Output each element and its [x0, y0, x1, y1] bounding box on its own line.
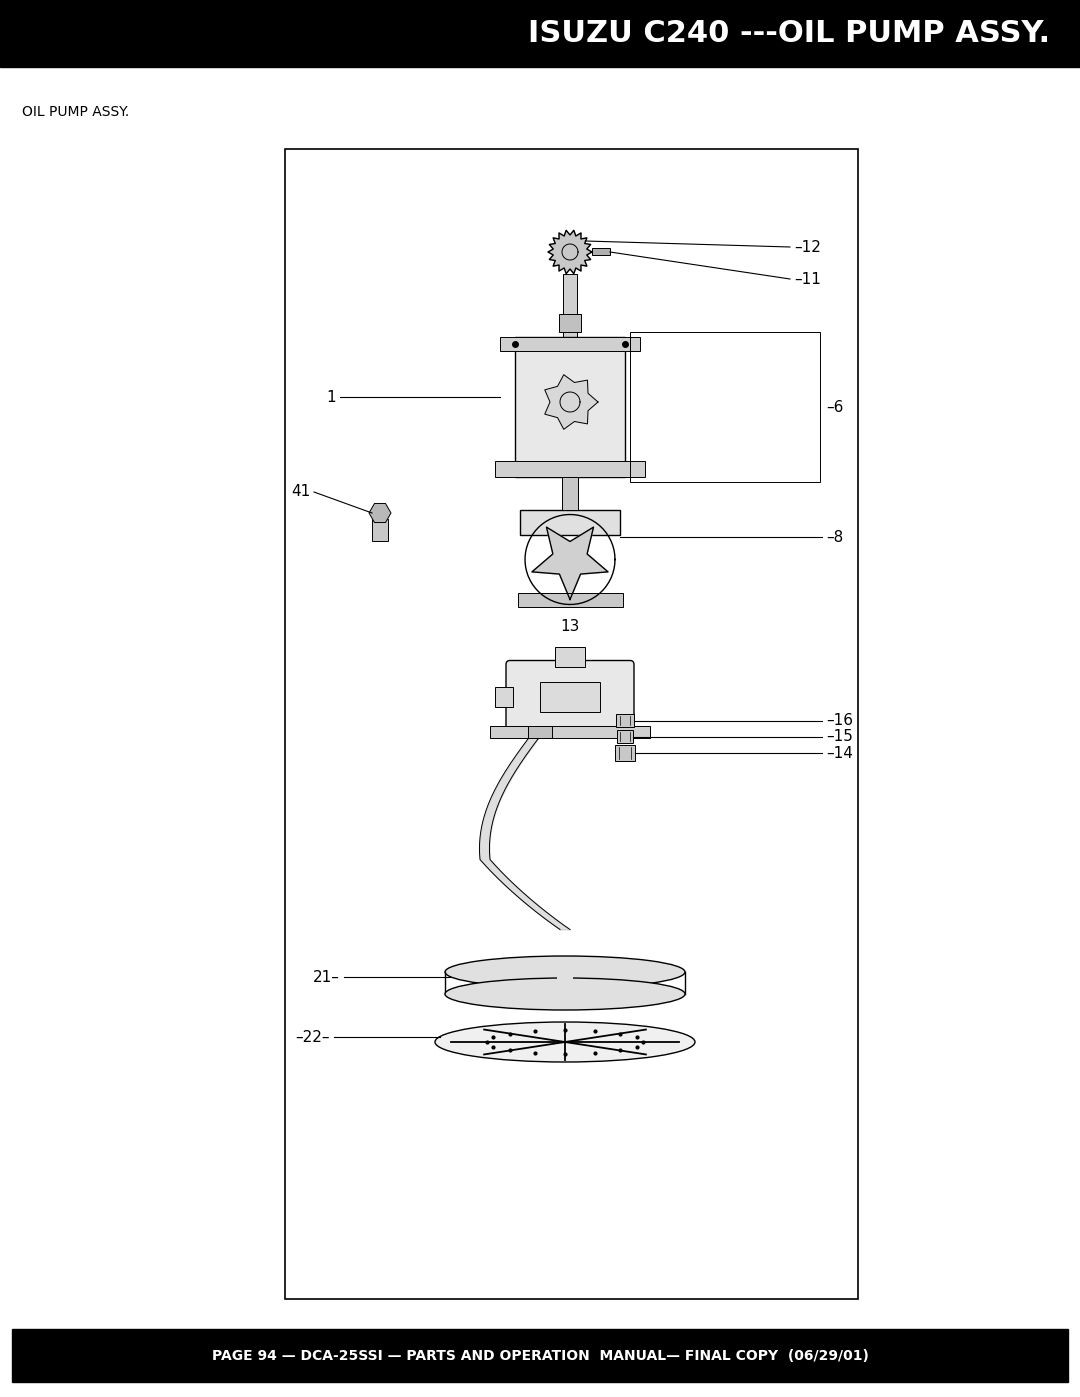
- Text: ISUZU C240 ---OIL PUMP ASSY.: ISUZU C240 ---OIL PUMP ASSY.: [528, 20, 1050, 47]
- Text: 41: 41: [291, 485, 310, 500]
- Text: –22–: –22–: [296, 1030, 330, 1045]
- Bar: [495, 687, 513, 707]
- Bar: [557, 967, 573, 995]
- Text: –6: –6: [826, 400, 843, 415]
- Bar: [519, 510, 620, 535]
- Bar: [515, 337, 625, 476]
- Bar: [630, 332, 820, 482]
- Ellipse shape: [445, 956, 685, 988]
- Bar: [500, 337, 640, 351]
- Bar: [592, 249, 610, 256]
- Bar: [372, 520, 388, 541]
- Bar: [616, 714, 634, 726]
- Bar: [490, 725, 650, 738]
- Bar: [540, 682, 600, 712]
- Bar: [559, 314, 581, 332]
- Text: –12: –12: [794, 239, 821, 254]
- Text: 21–: 21–: [313, 970, 340, 985]
- Bar: [517, 592, 622, 606]
- Text: –16: –16: [826, 712, 853, 728]
- Text: OIL PUMP ASSY.: OIL PUMP ASSY.: [22, 105, 130, 119]
- Polygon shape: [548, 231, 592, 274]
- Bar: [12, 1329, 1068, 1382]
- Text: –14: –14: [826, 746, 853, 760]
- FancyBboxPatch shape: [507, 661, 634, 733]
- Ellipse shape: [435, 1023, 696, 1062]
- Bar: [617, 731, 633, 743]
- Bar: [615, 745, 635, 761]
- Bar: [555, 647, 585, 666]
- Text: –8: –8: [826, 529, 843, 545]
- Text: 1: 1: [326, 390, 336, 405]
- Bar: [0, 0, 1080, 67]
- Text: PAGE 94 — DCA-25SSI — PARTS AND OPERATION  MANUAL— FINAL COPY  (06/29/01): PAGE 94 — DCA-25SSI — PARTS AND OPERATIO…: [212, 1348, 868, 1362]
- Bar: [563, 274, 577, 337]
- Polygon shape: [532, 527, 608, 599]
- Text: –15: –15: [826, 729, 853, 745]
- Bar: [528, 725, 552, 738]
- Polygon shape: [544, 374, 598, 429]
- Text: 13: 13: [561, 619, 580, 634]
- Bar: [495, 461, 645, 476]
- Text: –11: –11: [794, 271, 821, 286]
- Bar: [562, 461, 578, 510]
- Bar: [285, 149, 858, 1299]
- Ellipse shape: [445, 978, 685, 1010]
